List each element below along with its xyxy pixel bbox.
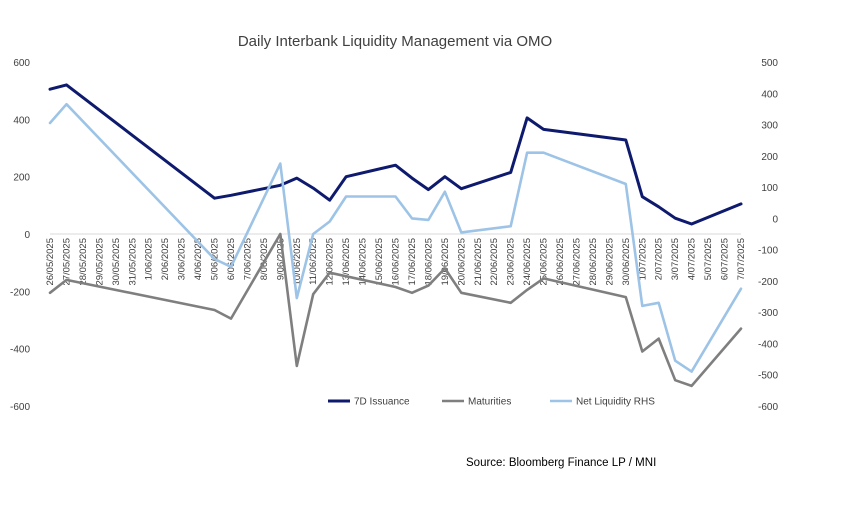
x-tick-label: 22/06/2025 [489,238,500,286]
x-tick-label: 27/05/2025 [61,238,72,286]
x-tick-label: 17/06/2025 [407,238,418,286]
right-y-tick-label: 100 [761,183,778,194]
left-y-tick-label: 400 [13,115,30,126]
right-y-tick-label: -200 [758,277,778,288]
right-y-tick-label: 300 [761,121,778,132]
x-tick-label: 27/06/2025 [571,238,582,286]
x-tick-label: 7/06/2025 [242,238,253,280]
x-tick-label: 29/05/2025 [94,238,105,286]
left-y-tick-label: 0 [24,230,30,241]
series-line-net-liquidity-rhs [48,102,743,373]
x-tick-label: 14/06/2025 [358,238,369,286]
x-tick-label: 6/06/2025 [226,238,237,280]
x-tick-label: 31/05/2025 [127,238,138,286]
right-y-tick-label: -300 [758,308,778,319]
x-tick-label: 29/06/2025 [604,238,615,286]
x-tick-label: 6/07/2025 [720,238,731,280]
right-y-tick-label: -100 [758,246,778,257]
x-tick-label: 30/06/2025 [621,238,632,286]
x-tick-label: 28/06/2025 [588,238,599,286]
x-tick-label: 26/05/2025 [45,238,56,286]
x-tick-label: 7/07/2025 [736,238,747,280]
x-tick-label: 9/06/2025 [275,238,286,280]
x-tick-label: 13/06/2025 [341,238,352,286]
series-line-7d-issuance [48,83,743,226]
x-tick-label: 30/05/2025 [111,238,122,286]
x-tick-label: 1/07/2025 [637,238,648,280]
right-y-tick-label: -600 [758,402,778,413]
x-tick-label: 12/06/2025 [325,238,336,286]
x-tick-label: 20/06/2025 [456,238,467,286]
x-tick-label: 23/06/2025 [506,238,517,286]
left-y-axis: 600 400 200 0 -200 -400 -600 [10,58,30,413]
x-tick-label: 4/07/2025 [687,238,698,280]
x-tick-label: 28/05/2025 [78,238,89,286]
right-y-tick-label: 200 [761,152,778,163]
x-tick-label: 1/06/2025 [144,238,155,280]
left-y-tick-label: 600 [13,58,30,69]
x-tick-label: 25/06/2025 [539,238,550,286]
right-y-axis: 500 400 300 200 100 0 -100 -200 -300 -400 -500 -600 [758,58,778,413]
x-tick-label: 16/06/2025 [391,238,402,286]
legend-label: Maturities [468,397,511,408]
x-tick-label: 15/06/2025 [374,238,385,286]
x-tick-label: 24/06/2025 [522,238,533,286]
right-y-tick-label: 400 [761,89,778,100]
x-tick-label: 18/06/2025 [423,238,434,286]
x-axis: 26/05/2025 27/05/2025 28/05/2025 29/05/2025… [45,233,747,286]
left-y-tick-label: 200 [13,173,30,184]
series-layer [48,83,743,388]
chart-title: Daily Interbank Liquidity Management via… [238,33,552,50]
left-y-tick-label: -600 [10,402,30,413]
left-y-tick-label: -400 [10,345,30,356]
series-line-maturities [48,232,743,388]
left-y-tick-label: -200 [10,287,30,298]
legend-label: 7D Issuance [354,397,410,408]
right-y-tick-label: 0 [772,214,778,225]
right-y-tick-label: -400 [758,339,778,350]
legend-label: Net Liquidity RHS [576,397,655,408]
x-tick-label: 5/07/2025 [703,238,714,280]
right-y-tick-label: 500 [761,58,778,69]
x-tick-label: 10/06/2025 [292,238,303,286]
x-tick-label: 3/07/2025 [670,238,681,280]
x-tick-label: 11/06/2025 [308,238,319,285]
source-note: Source: Bloomberg Finance LP / MNI [466,457,656,469]
x-tick-label: 26/06/2025 [555,238,566,286]
x-tick-label: 19/06/2025 [440,238,451,286]
x-tick-label: 3/06/2025 [177,238,188,280]
x-tick-label: 4/06/2025 [193,238,204,280]
x-tick-label: 2/06/2025 [160,238,171,280]
right-y-tick-label: -500 [758,371,778,382]
x-tick-label: 2/07/2025 [654,238,665,280]
legend: 7D Issuance Maturities Net Liquidity RHS [328,397,655,408]
x-tick-label: 21/06/2025 [473,238,484,286]
